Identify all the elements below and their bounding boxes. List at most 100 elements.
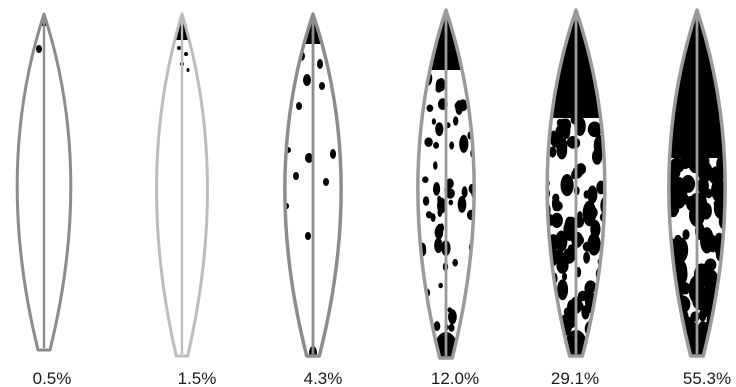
severity-label-2: 1.5% — [178, 369, 217, 387]
lesion-spot — [668, 229, 670, 243]
lesion-spot — [550, 212, 563, 228]
leaves-layer — [15, 8, 736, 360]
leaf-outline — [667, 8, 727, 358]
lesion-spot — [575, 163, 587, 175]
leaf-outline — [545, 8, 607, 358]
lesion-spot — [587, 121, 602, 138]
leaf-outline — [15, 12, 73, 352]
lesion-spot — [411, 156, 415, 164]
leaf-6 — [655, 8, 736, 358]
lesion-spot — [659, 238, 667, 252]
lesion-spot — [657, 213, 666, 229]
lesion-spot — [596, 327, 605, 335]
lesion-spot — [601, 260, 605, 273]
lesion-spot — [540, 259, 547, 270]
lesion-spot — [726, 215, 736, 232]
lesion-spot — [186, 68, 190, 72]
lesion-spot — [548, 323, 561, 337]
lesion-spot — [474, 140, 478, 145]
severity-label-3: 4.3% — [304, 369, 343, 387]
lesion-spot — [459, 134, 469, 153]
lesion-spot — [461, 186, 468, 198]
lesion-spot — [293, 172, 299, 180]
lesion-spot — [426, 211, 432, 219]
lesion-spot — [656, 223, 668, 244]
lesion-spot — [435, 79, 443, 93]
lesion-spot — [729, 185, 736, 201]
lesion-spot — [417, 114, 421, 120]
lesion-spot — [534, 144, 547, 169]
lesion-spot — [303, 74, 311, 86]
lesion-spot — [560, 118, 572, 133]
lesion-spot — [547, 320, 554, 331]
leaf-3 — [283, 12, 343, 358]
lesion-spot — [583, 251, 590, 264]
lesion-spot — [448, 323, 455, 332]
lesion-spot — [606, 166, 613, 178]
lesion-spot — [184, 52, 188, 56]
lesion-spot — [556, 257, 569, 274]
lesion-spot — [556, 141, 568, 160]
lesion-spot — [36, 45, 42, 53]
lesion-spot — [478, 187, 487, 200]
lesion-spot — [688, 281, 698, 290]
lesion-spot — [433, 182, 441, 196]
lesion-spot — [721, 267, 726, 279]
lesion-spot — [682, 229, 690, 240]
lesion-spot — [655, 199, 669, 219]
lesion-spot — [557, 279, 569, 301]
lesion-spot — [433, 161, 438, 170]
lesion-spot — [317, 59, 323, 69]
severity-label-5: 29.1% — [551, 369, 599, 387]
lesion-spot — [587, 185, 598, 204]
lesion-spot — [560, 174, 574, 197]
lesion-spot — [726, 185, 736, 206]
leaf-outline — [416, 8, 476, 360]
lesion-spot — [330, 149, 336, 159]
lesion-spot — [547, 285, 552, 297]
lesion-spot — [668, 303, 675, 316]
lesion-spot — [426, 104, 434, 112]
lesion-spot — [701, 183, 708, 192]
lesion-spot — [668, 308, 680, 324]
lesion-spot — [597, 295, 605, 308]
lesion-spot — [668, 238, 669, 262]
lesion-spot — [467, 301, 474, 314]
lesion-spot — [452, 258, 459, 267]
lesion-spot — [704, 188, 713, 199]
lesion-spot — [449, 141, 455, 150]
lesion-spot — [671, 319, 683, 340]
lesion-spot — [548, 326, 554, 337]
lesion-spot — [435, 122, 444, 137]
lesion-spot — [680, 282, 691, 295]
lesion-spot — [540, 258, 545, 264]
lesion-spot — [668, 184, 679, 200]
lesion-spot — [305, 153, 313, 163]
lesion-spot — [422, 176, 429, 183]
lesion-spot — [669, 157, 685, 174]
lesion-spot — [472, 113, 475, 122]
lesion-spot — [561, 272, 568, 281]
lesion-spot — [668, 153, 669, 172]
lesion-spot — [668, 289, 677, 310]
lesion-spot — [711, 325, 718, 337]
lesion-spot — [445, 188, 455, 199]
leaf-1 — [15, 12, 73, 352]
lesion-spot — [564, 310, 577, 329]
lesion-spot — [433, 142, 440, 149]
lesion-spot — [319, 82, 325, 90]
lesion-spot — [437, 197, 447, 214]
leaf-4 — [411, 8, 487, 360]
lesion-spot — [323, 178, 329, 186]
lesion-spot — [448, 309, 457, 325]
lesion-spot — [668, 269, 672, 285]
labels-layer: 0.5% 1.5% 4.3% 12.0% 29.1% 55.3% — [33, 369, 731, 387]
lesion-spot — [600, 273, 605, 284]
lesion-spot — [479, 210, 487, 224]
lesion-spot — [438, 282, 444, 289]
lesion-spot — [422, 196, 430, 206]
lesion-spot — [564, 216, 574, 235]
lesion-spot — [606, 230, 612, 238]
lesion-spot — [606, 209, 613, 217]
